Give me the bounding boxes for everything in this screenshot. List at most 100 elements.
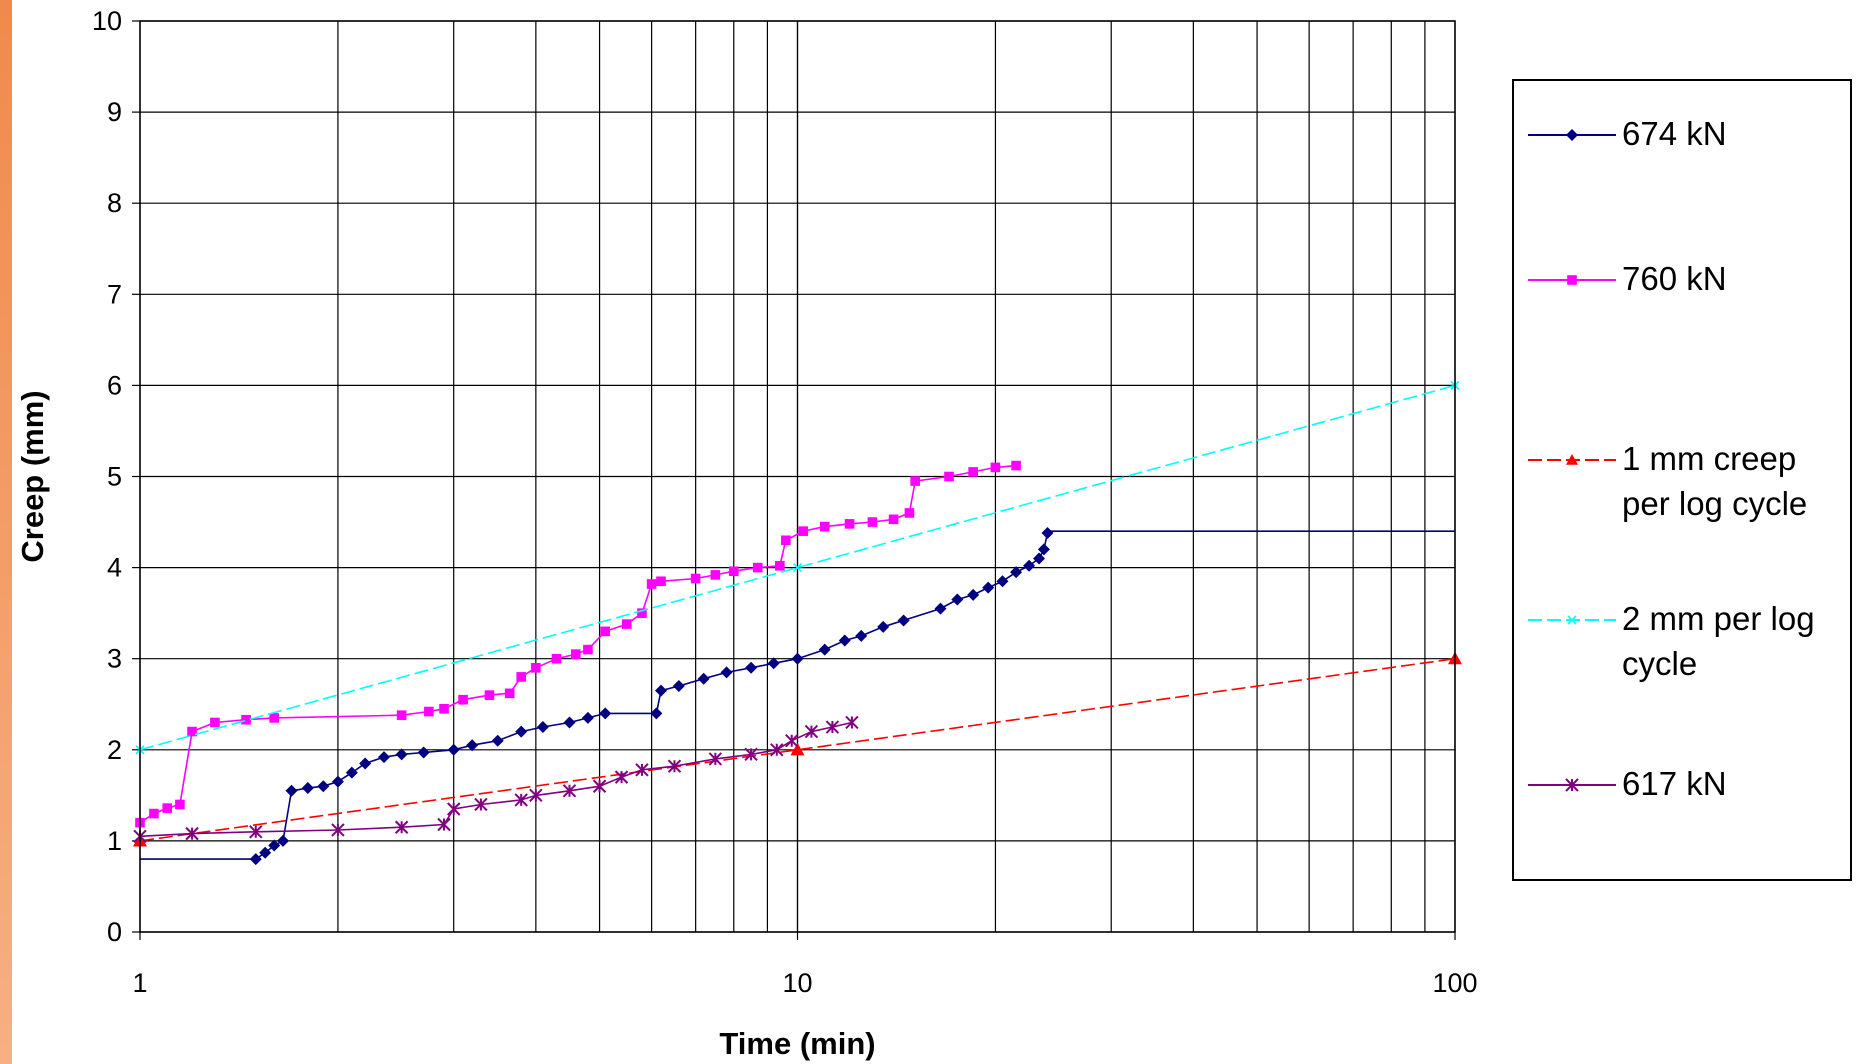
- data-point: [531, 663, 541, 673]
- data-point: [187, 726, 197, 737]
- data-point: [394, 820, 409, 834]
- data-point: [888, 514, 899, 525]
- series-1: [140, 526, 1455, 866]
- data-point: [897, 614, 910, 627]
- legend-label: 674 kN: [1622, 115, 1727, 152]
- data-point: [377, 751, 390, 764]
- y-tick-label: 1: [107, 826, 122, 856]
- legend: 674 kN 760 kN 1 mm creep per log cycle 2 mm…: [1512, 79, 1852, 881]
- data-point: [752, 562, 763, 573]
- series-line: [139, 464, 1017, 824]
- data-point: [439, 704, 449, 714]
- data-point: [996, 575, 1009, 588]
- data-point: [458, 694, 468, 705]
- data-point: [599, 707, 612, 720]
- data-point: [1023, 559, 1036, 572]
- data-point: [317, 780, 330, 793]
- data-point: [570, 649, 581, 659]
- legend-swatch: [1528, 778, 1616, 792]
- data-point: [934, 602, 947, 615]
- data-point: [867, 517, 878, 527]
- data-point: [728, 566, 739, 577]
- data-point: [562, 784, 577, 798]
- legend-label: 617 kN: [1622, 765, 1727, 802]
- data-point: [844, 519, 855, 529]
- data-point: [210, 717, 220, 728]
- data-point: [551, 653, 562, 664]
- data-point: [855, 629, 868, 642]
- data-point: [791, 652, 804, 665]
- data-point: [447, 743, 460, 756]
- data-point: [149, 808, 159, 819]
- data-point: [581, 711, 594, 724]
- y-tick-label: 7: [107, 279, 122, 309]
- data-point: [819, 521, 830, 532]
- data-point: [345, 766, 358, 779]
- data-point: [910, 476, 920, 486]
- data-point: [515, 725, 528, 738]
- data-point: [967, 588, 980, 601]
- legend-label: 1 mm creep per log cycle: [1622, 440, 1808, 522]
- y-tick-label: 10: [92, 6, 122, 36]
- plot-area-frame: [139, 20, 1456, 933]
- data-point: [656, 576, 666, 587]
- data-point: [259, 846, 272, 859]
- y-tick-label: 5: [107, 462, 122, 492]
- data-point: [446, 802, 461, 816]
- data-point: [781, 535, 791, 546]
- x-axis-label: Time (min): [719, 1026, 875, 1061]
- data-point: [650, 707, 663, 720]
- data-point: [474, 797, 488, 812]
- data-point: [331, 823, 345, 837]
- data-point: [417, 746, 430, 759]
- data-point: [944, 471, 954, 482]
- data-point: [162, 803, 173, 813]
- data-point: [951, 593, 964, 606]
- data-point: [667, 759, 682, 773]
- legend-marker: [1567, 615, 1577, 625]
- data-point: [637, 608, 647, 618]
- data-point: [249, 853, 262, 866]
- data-point: [529, 788, 543, 803]
- data-point: [241, 714, 251, 725]
- series-line: [139, 657, 1456, 842]
- data-point: [504, 688, 515, 699]
- data-point: [269, 713, 280, 723]
- data-point: [466, 739, 479, 752]
- data-point: [514, 793, 528, 807]
- left-edge-strip: [0, 0, 12, 1064]
- data-point: [424, 706, 434, 717]
- legend-swatch: [1528, 615, 1616, 625]
- legend-marker: [1566, 129, 1578, 141]
- data-point: [770, 743, 784, 757]
- data-point: [563, 716, 576, 729]
- data-point: [1033, 552, 1046, 565]
- data-point: [1010, 566, 1023, 579]
- data-point: [708, 752, 723, 766]
- y-tick-label: 3: [107, 644, 122, 674]
- data-point: [646, 579, 657, 589]
- legend-swatch: [1528, 454, 1616, 465]
- series-5: [133, 715, 859, 844]
- legend-swatch: [1528, 129, 1616, 141]
- data-point: [904, 508, 915, 518]
- data-point: [491, 734, 504, 747]
- data-point: [359, 757, 372, 770]
- series-layer: [133, 380, 1462, 866]
- data-point: [285, 784, 298, 797]
- data-point: [845, 715, 859, 730]
- series-line: [139, 721, 853, 838]
- data-point: [1011, 460, 1021, 471]
- data-point: [583, 644, 593, 655]
- data-point: [798, 526, 808, 536]
- data-point: [516, 672, 527, 682]
- data-point: [621, 619, 632, 629]
- grid-lines: [132, 20, 1456, 940]
- data-point: [990, 462, 1001, 473]
- data-point: [838, 634, 851, 647]
- data-point: [790, 742, 805, 756]
- y-axis-label: Creep (mm): [15, 390, 50, 562]
- data-point: [592, 779, 607, 793]
